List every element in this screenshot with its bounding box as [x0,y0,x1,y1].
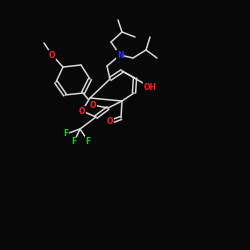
Text: F: F [64,130,68,138]
Text: F: F [86,136,90,145]
Text: OH: OH [144,82,156,92]
Text: F: F [72,138,76,146]
Text: O: O [90,100,96,110]
Text: N: N [117,50,123,59]
Text: O: O [49,50,55,59]
Text: O: O [107,118,113,126]
Text: O: O [79,106,85,116]
